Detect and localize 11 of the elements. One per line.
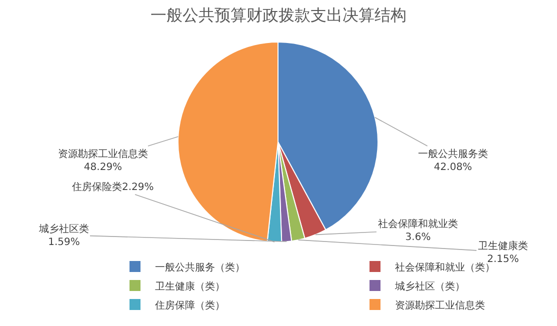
legend-label: 一般公共服务（类） (155, 261, 245, 274)
data-label: 住房保险类2.29% (72, 181, 154, 193)
legend-label: 资源勘探工业信息类 (395, 299, 485, 312)
legend-label: 住房保障（类） (155, 299, 225, 312)
legend-label: 卫生健康（类） (155, 280, 225, 292)
legend-label: 城乡社区（类） (394, 280, 465, 292)
data-label: 一般公共服务类 42.08% (418, 148, 488, 173)
data-label: 社会保障和就业类 3.6% (378, 218, 458, 243)
chart-title: 一般公共预算财政拨款支出决算结构 (150, 5, 406, 24)
data-label: 资源勘探工业信息类 48.29% (58, 148, 148, 173)
data-label: 城乡社区类 1.59% (38, 223, 89, 248)
